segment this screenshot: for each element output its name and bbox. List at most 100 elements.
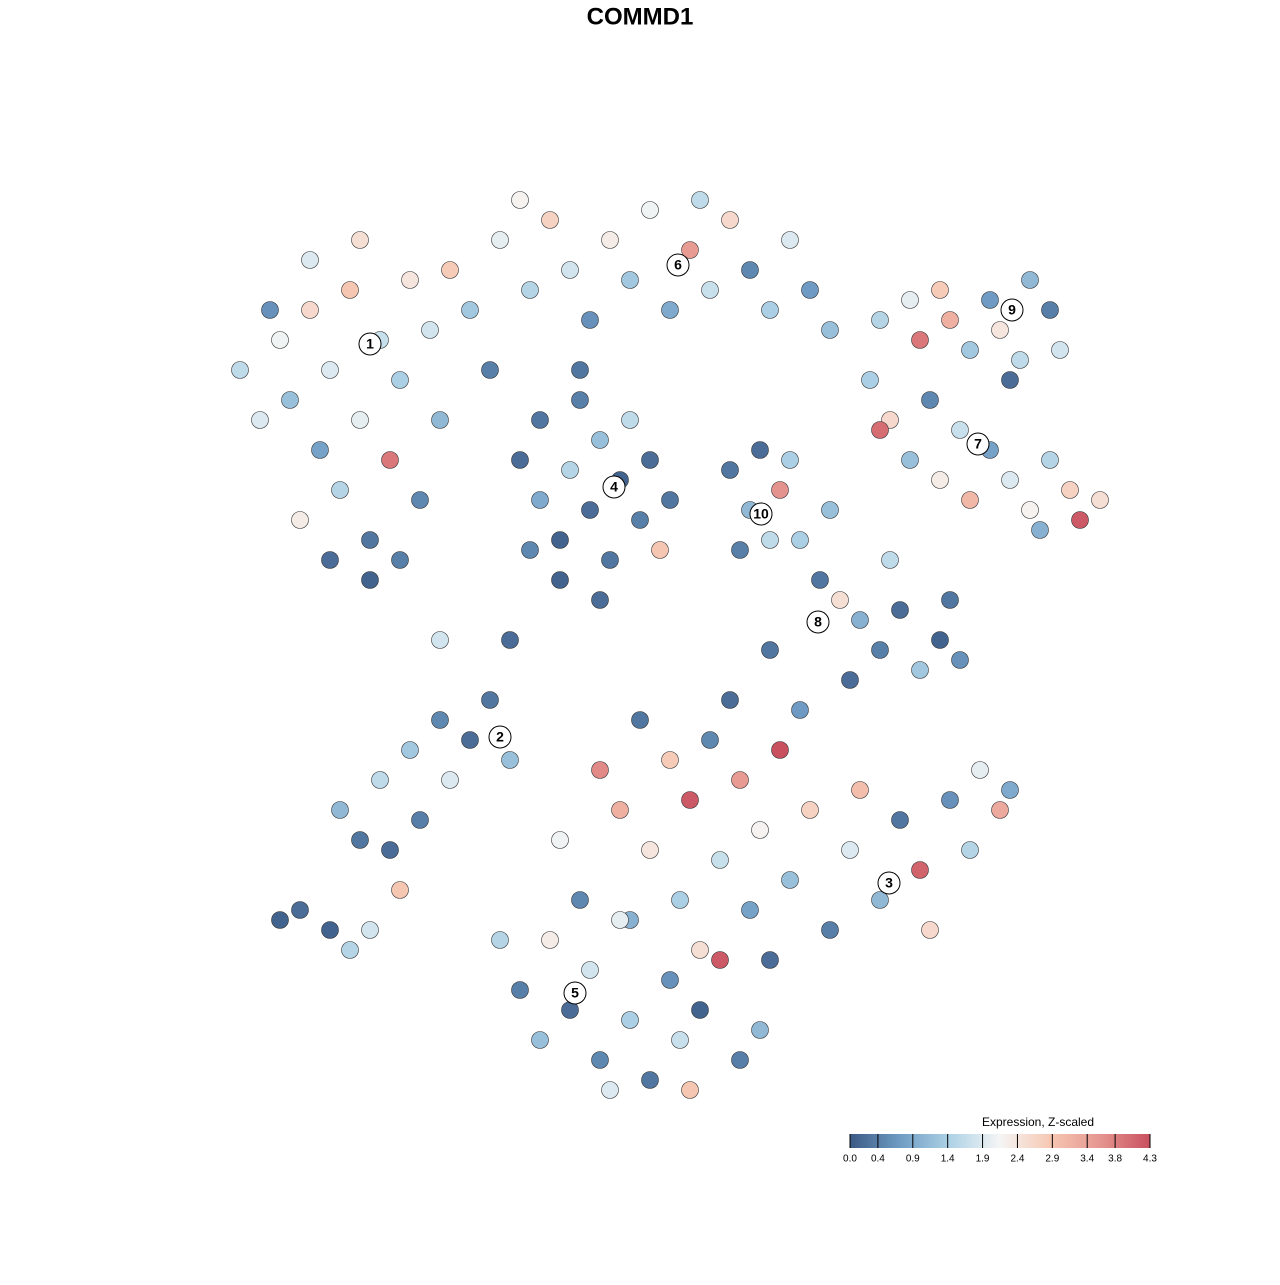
cell-point <box>931 281 949 299</box>
cell-point <box>901 451 919 469</box>
cell-point <box>651 541 669 559</box>
cell-point <box>271 331 289 349</box>
cell-point <box>1011 351 1029 369</box>
cell-point <box>761 301 779 319</box>
cell-point <box>951 651 969 669</box>
cell-point <box>321 551 339 569</box>
cell-point <box>501 631 519 649</box>
cluster-badge <box>563 981 587 1005</box>
cell-point <box>411 811 429 829</box>
cell-point <box>721 211 739 229</box>
cell-point <box>821 321 839 339</box>
cell-point <box>231 361 249 379</box>
cell-point <box>551 531 569 549</box>
cell-point <box>911 331 929 349</box>
cell-point <box>731 1051 749 1069</box>
cell-point <box>1061 481 1079 499</box>
cell-point <box>531 411 549 429</box>
cell-point <box>601 1081 619 1099</box>
cell-point <box>571 361 589 379</box>
cell-point <box>601 551 619 569</box>
cell-point <box>511 451 529 469</box>
cell-point <box>321 921 339 939</box>
cell-point <box>351 231 369 249</box>
cell-point <box>721 691 739 709</box>
cell-point <box>461 301 479 319</box>
cell-point <box>741 901 759 919</box>
cell-point <box>401 271 419 289</box>
cell-point <box>731 541 749 559</box>
cell-point <box>921 921 939 939</box>
cell-point <box>361 531 379 549</box>
cell-point <box>381 841 399 859</box>
points <box>231 191 1109 1099</box>
cell-point <box>681 791 699 809</box>
cell-point <box>1021 501 1039 519</box>
cell-point <box>581 961 599 979</box>
cell-point <box>501 751 519 769</box>
cell-point <box>961 841 979 859</box>
cell-point <box>401 741 419 759</box>
cluster-badge <box>806 610 830 634</box>
colorbar-tick-label: 1.9 <box>976 1154 990 1165</box>
cell-point <box>1041 301 1059 319</box>
cluster-badge <box>358 332 382 356</box>
cell-point <box>1001 471 1019 489</box>
cell-point <box>571 891 589 909</box>
cell-point <box>351 831 369 849</box>
cell-point <box>601 231 619 249</box>
cell-point <box>721 461 739 479</box>
cluster-label: 6 <box>674 257 682 273</box>
cell-point <box>681 1081 699 1099</box>
cell-point <box>921 391 939 409</box>
cell-point <box>751 821 769 839</box>
cell-point <box>1051 341 1069 359</box>
cell-point <box>1071 511 1089 529</box>
cell-point <box>801 801 819 819</box>
cell-point <box>941 791 959 809</box>
cell-point <box>251 411 269 429</box>
cell-point <box>641 1071 659 1089</box>
cell-point <box>481 361 499 379</box>
chart-title: COMMD1 <box>587 3 694 30</box>
cell-point <box>331 481 349 499</box>
cell-point <box>991 801 1009 819</box>
cell-point <box>591 761 609 779</box>
cluster-label: 9 <box>1008 302 1016 318</box>
cell-point <box>891 601 909 619</box>
cell-point <box>561 461 579 479</box>
cell-point <box>311 441 329 459</box>
cell-point <box>611 801 629 819</box>
cluster-label: 10 <box>753 506 769 522</box>
cell-point <box>421 321 439 339</box>
cell-point <box>891 811 909 829</box>
cell-point <box>1001 781 1019 799</box>
cell-point <box>671 1031 689 1049</box>
cluster-badge <box>488 725 512 749</box>
cell-point <box>701 281 719 299</box>
cell-point <box>981 291 999 309</box>
cell-point <box>941 591 959 609</box>
cell-point <box>951 421 969 439</box>
cluster-badge <box>1000 298 1024 322</box>
cell-point <box>691 1001 709 1019</box>
cluster-badge <box>966 432 990 456</box>
cell-point <box>291 901 309 919</box>
cell-point <box>641 841 659 859</box>
cell-point <box>771 741 789 759</box>
cell-point <box>571 391 589 409</box>
cell-point <box>511 191 529 209</box>
cell-point <box>631 711 649 729</box>
cell-point <box>871 891 889 909</box>
cluster-label: 8 <box>814 614 822 630</box>
cell-point <box>531 491 549 509</box>
cell-point <box>641 201 659 219</box>
cell-point <box>461 731 479 749</box>
cell-point <box>271 911 289 929</box>
cell-point <box>591 1051 609 1069</box>
cell-point <box>1031 521 1049 539</box>
cell-point <box>661 751 679 769</box>
cell-point <box>551 571 569 589</box>
cluster-label: 5 <box>571 985 579 1001</box>
